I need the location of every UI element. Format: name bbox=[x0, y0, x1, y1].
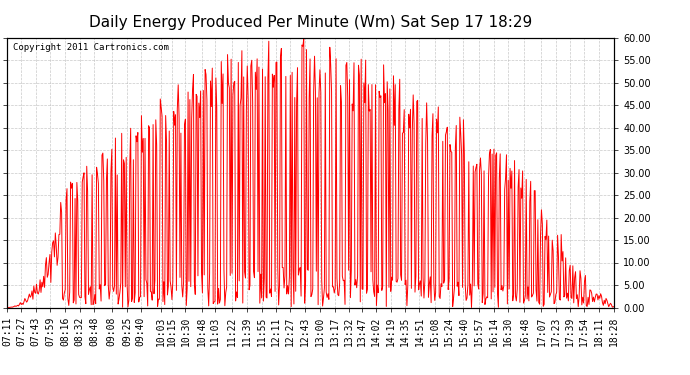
Text: Daily Energy Produced Per Minute (Wm) Sat Sep 17 18:29: Daily Energy Produced Per Minute (Wm) Sa… bbox=[89, 15, 532, 30]
Text: Copyright 2011 Cartronics.com: Copyright 2011 Cartronics.com bbox=[13, 43, 169, 52]
